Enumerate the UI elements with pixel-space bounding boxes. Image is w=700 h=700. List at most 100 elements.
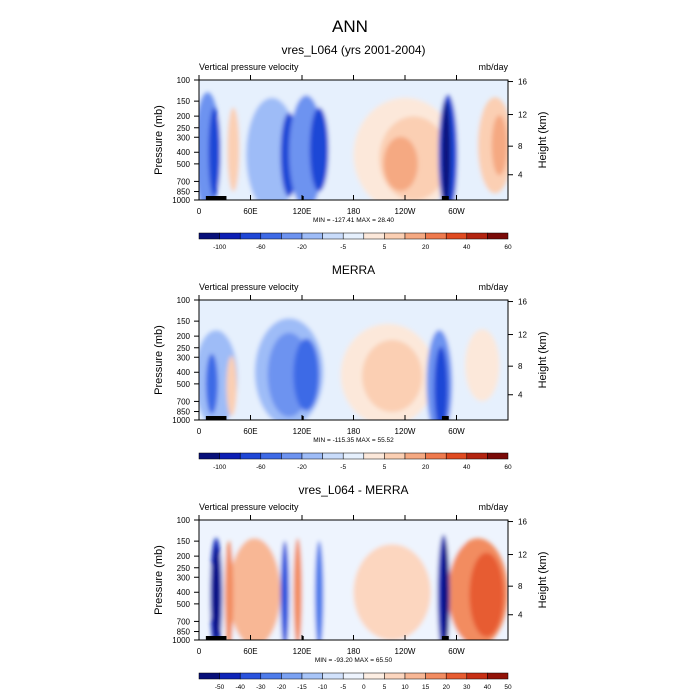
colorbar-swatch bbox=[281, 452, 303, 460]
y-axis-label: Pressure (mb) bbox=[153, 325, 165, 395]
contour-region bbox=[441, 100, 451, 200]
colorbar-swatch bbox=[445, 672, 468, 680]
contour-region bbox=[229, 538, 281, 640]
colorbar-swatch bbox=[384, 672, 406, 680]
contour-region bbox=[226, 355, 237, 416]
colorbar-label: 40 bbox=[463, 464, 471, 471]
colorbar-label: -40 bbox=[235, 684, 245, 691]
topo-block bbox=[217, 196, 227, 200]
y-tick-label: 150 bbox=[177, 317, 191, 326]
x-tick-label: 0 bbox=[197, 647, 202, 656]
right-label: mb/day bbox=[478, 62, 508, 72]
colorbar-swatch bbox=[384, 452, 406, 460]
colorbar-label: 15 bbox=[422, 684, 430, 691]
contour-region bbox=[293, 538, 302, 640]
colorbar-swatch bbox=[322, 452, 344, 460]
colorbar-label: -15 bbox=[297, 684, 307, 691]
y-tick-label: 850 bbox=[177, 628, 191, 637]
y2-axis-label: Height (km) bbox=[537, 332, 549, 389]
x-tick-label: 60E bbox=[243, 647, 257, 656]
y-tick-label: 100 bbox=[177, 296, 191, 305]
colorbar-label: 50 bbox=[504, 684, 512, 691]
colorbar-swatch bbox=[487, 672, 509, 680]
colorbar-label: 20 bbox=[422, 244, 430, 251]
contour-region bbox=[213, 546, 220, 640]
x-tick-label: 120W bbox=[395, 427, 416, 436]
right-label: mb/day bbox=[478, 282, 508, 292]
colorbar-swatch bbox=[198, 672, 220, 680]
topo-block bbox=[441, 416, 449, 420]
colorbar-swatch bbox=[322, 232, 344, 240]
y-tick-label: 1000 bbox=[172, 416, 190, 425]
contour-region bbox=[309, 107, 329, 192]
contour-region bbox=[434, 346, 448, 420]
colorbar-label: -50 bbox=[215, 684, 225, 691]
y2-tick-label: 8 bbox=[518, 582, 523, 591]
topo-block bbox=[205, 636, 222, 640]
y-tick-label: 300 bbox=[177, 353, 191, 362]
colorbar-swatch bbox=[384, 232, 406, 240]
y2-tick-label: 16 bbox=[518, 518, 527, 527]
y2-tick-label: 4 bbox=[518, 611, 523, 620]
colorbar-label: 30 bbox=[463, 684, 471, 691]
y-tick-label: 200 bbox=[177, 332, 191, 341]
y2-tick-label: 16 bbox=[518, 298, 527, 307]
y-tick-label: 500 bbox=[177, 600, 191, 609]
colorbar-swatch bbox=[281, 232, 303, 240]
left-label: Vertical pressure velocity bbox=[199, 62, 299, 72]
y-tick-label: 100 bbox=[177, 76, 191, 85]
y-tick-label: 850 bbox=[177, 408, 191, 417]
y2-tick-label: 12 bbox=[518, 551, 527, 560]
colorbar-label: 60 bbox=[504, 244, 512, 251]
y-tick-label: 250 bbox=[177, 344, 191, 353]
colorbar-swatch bbox=[342, 452, 365, 460]
y-tick-label: 300 bbox=[177, 573, 191, 582]
colorbar-swatch bbox=[239, 452, 262, 460]
colorbar-label: -60 bbox=[256, 464, 266, 471]
topo-block bbox=[302, 196, 304, 200]
x-tick-label: 60E bbox=[243, 207, 257, 216]
x-tick-label: 120E bbox=[293, 207, 312, 216]
y-tick-label: 150 bbox=[177, 97, 191, 106]
colorbar-swatch bbox=[260, 452, 282, 460]
left-label: Vertical pressure velocity bbox=[199, 502, 299, 512]
colorbar-swatch bbox=[404, 672, 426, 680]
x-tick-label: 60W bbox=[448, 207, 465, 216]
panel-title: vres_L064 (yrs 2001-2004) bbox=[281, 43, 425, 57]
min-max-label: MIN = -127.41 MAX = 28.40 bbox=[313, 217, 394, 224]
contour-field bbox=[199, 80, 508, 200]
min-max-label: MIN = -93.20 MAX = 65.50 bbox=[315, 657, 393, 664]
y2-axis-label: Height (km) bbox=[537, 552, 549, 609]
colorbar-label: -100 bbox=[213, 244, 226, 251]
colorbar-label: 5 bbox=[383, 464, 387, 471]
y2-tick-label: 4 bbox=[518, 171, 523, 180]
colorbar-label: -5 bbox=[340, 244, 346, 251]
colorbar-label: -30 bbox=[256, 684, 266, 691]
colorbar-swatch bbox=[466, 452, 488, 460]
chart-panel-2: MERRA Vertical pressure velocity mb/day 0 60… bbox=[153, 263, 549, 471]
y2-tick-label: 4 bbox=[518, 391, 523, 400]
x-tick-label: 120E bbox=[293, 647, 312, 656]
y-tick-label: 100 bbox=[177, 516, 191, 525]
chart-panel-3: vres_L064 - MERRA Vertical pressure veloc… bbox=[153, 483, 549, 691]
contour-region bbox=[280, 540, 290, 640]
colorbar-label: 0 bbox=[362, 684, 366, 691]
colorbar-swatch bbox=[219, 672, 241, 680]
colorbar-label: -20 bbox=[277, 684, 287, 691]
colorbar-swatch bbox=[260, 232, 282, 240]
contour-region bbox=[383, 136, 418, 191]
panel-title: vres_L064 - MERRA bbox=[298, 483, 408, 497]
contour-region bbox=[491, 115, 508, 176]
colorbar-swatch bbox=[404, 232, 426, 240]
colorbar-label: -20 bbox=[297, 464, 307, 471]
y2-tick-label: 8 bbox=[518, 142, 523, 151]
colorbar-swatch bbox=[198, 452, 220, 460]
colorbar-swatch bbox=[301, 672, 323, 680]
contour-region bbox=[465, 329, 500, 402]
colorbar-label: -60 bbox=[256, 244, 266, 251]
colorbar-swatch bbox=[363, 232, 385, 240]
colorbar: -50 -40 -30 -20 -15 -10 -5 0 5 10 15 20 30 40 50 bbox=[198, 672, 512, 691]
colorbar-swatch bbox=[301, 452, 323, 460]
colorbar-swatch bbox=[322, 672, 344, 680]
y-tick-label: 200 bbox=[177, 112, 191, 121]
